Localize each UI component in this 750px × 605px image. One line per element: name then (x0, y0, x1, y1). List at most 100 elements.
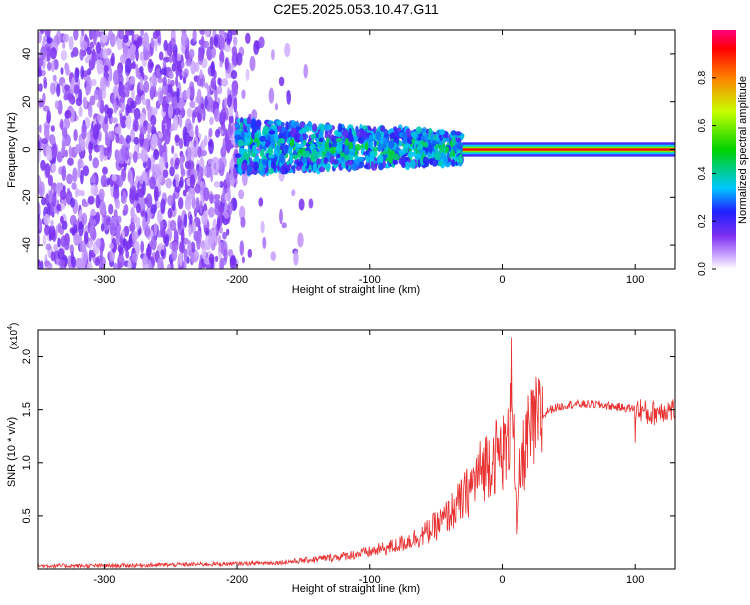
heatmap-cell (415, 126, 423, 134)
heatmap-cell (99, 200, 106, 215)
heatmap-cell (405, 128, 411, 138)
heatmap-cell (392, 153, 400, 161)
heatmap-cell (299, 135, 304, 143)
heatmap-cell (136, 37, 143, 47)
heatmap-cell (131, 61, 136, 69)
heatmap-cell (190, 146, 195, 162)
heatmap-cell (434, 151, 441, 161)
heatmap-cell (114, 126, 121, 134)
heatmap-cell (450, 159, 456, 167)
colorbar-ticks: 0.0 0.2 0.4 0.6 0.8 (697, 70, 716, 276)
heatmap-cell (178, 113, 183, 128)
heatmap-cell (50, 125, 55, 132)
heatmap-cell (188, 226, 192, 237)
heatmap-cell (143, 80, 150, 93)
heatmap-cell (249, 55, 256, 72)
heatmap-cell (369, 152, 375, 162)
heatmap-cell (186, 46, 190, 61)
heatmap-cell (154, 38, 158, 52)
heatmap-cell (239, 147, 244, 155)
heatmap-cell (331, 142, 338, 148)
heatmap-cell (178, 180, 183, 187)
heatmap-cell (43, 213, 51, 226)
heatmap-cell (142, 256, 148, 269)
heatmap-cell (67, 157, 74, 166)
heatmap-cell (125, 134, 132, 144)
heatmap-cell (44, 163, 51, 178)
heatmap-cell (70, 80, 75, 94)
heatmap-cell (61, 220, 68, 230)
heatmap-cell (286, 90, 292, 105)
heatmap-cell (161, 82, 169, 96)
heatmap-cell (114, 198, 120, 209)
heatmap-cell (150, 114, 157, 126)
heatmap-cell (423, 142, 428, 148)
heatmap-cell (268, 87, 275, 104)
snr-line-layer (38, 337, 675, 569)
heatmap-cell (99, 146, 104, 162)
heatmap-cell (145, 52, 150, 61)
x-tick-label: -300 (93, 574, 115, 586)
heatmap-cell (66, 173, 73, 185)
heatmap-cell (53, 243, 59, 252)
heatmap-cell (151, 133, 158, 149)
heatmap-cell (175, 178, 179, 188)
heatmap-cell (188, 48, 195, 59)
heatmap-cell (404, 143, 410, 149)
heatmap-cell (208, 127, 213, 138)
heatmap-cell (245, 133, 251, 139)
heatmap-cell (247, 248, 252, 258)
heatmap-cell (78, 221, 84, 237)
heatmap-cell (145, 193, 153, 208)
heatmap-cell (123, 204, 129, 215)
heatmap-cell (38, 84, 42, 92)
heatmap-cell (60, 49, 68, 61)
colorbar-gradient (712, 30, 736, 269)
heatmap-cell (183, 213, 188, 228)
heatmap-cell (457, 143, 461, 150)
heatmap-cell (398, 149, 406, 156)
heatmap-cell (260, 220, 265, 234)
heatmap-cell (170, 37, 176, 47)
heatmap-cell (293, 133, 300, 143)
heatmap-cell (131, 252, 138, 263)
heatmap-cell (226, 228, 230, 236)
heatmap-cell (111, 94, 115, 105)
y-tick-label: 20 (21, 96, 33, 108)
heatmap-cell (388, 140, 395, 150)
heatmap-cell (164, 128, 171, 145)
snr-multiplier-exponent: 4 (7, 326, 14, 330)
heatmap-cell (227, 126, 233, 140)
heatmap-cell (119, 83, 126, 98)
heatmap-cell (281, 222, 287, 229)
heatmap-cell (127, 171, 132, 182)
x-tick-label: -100 (359, 274, 381, 286)
heatmap-cell (86, 131, 91, 141)
heatmap-cell (179, 156, 184, 172)
heatmap-cell (133, 107, 141, 120)
heatmap-cell (157, 256, 164, 269)
heatmap-cell (438, 129, 445, 136)
heatmap-cell (223, 112, 227, 120)
heatmap-cell (241, 162, 247, 172)
heatmap-cell (280, 127, 287, 132)
heatmap-cell (221, 78, 229, 87)
heatmap-cell (42, 234, 47, 246)
heatmap-cell (253, 40, 260, 55)
heatmap-cell (239, 122, 244, 129)
spectrogram-heatmap (38, 30, 675, 269)
y-tick-label: -20 (21, 189, 33, 205)
heatmap-cell (444, 146, 450, 154)
heatmap-cell (47, 61, 52, 71)
heatmap-cell (173, 107, 181, 116)
heatmap-cell (163, 66, 167, 77)
heatmap-cell (332, 159, 339, 165)
heatmap-cell (41, 138, 48, 145)
heatmap-cell (377, 143, 382, 153)
heatmap-cell (56, 83, 61, 97)
heatmap-cell (65, 63, 70, 76)
heatmap-cell (237, 139, 245, 147)
heatmap-cell (208, 253, 215, 265)
heatmap-cell (111, 237, 117, 254)
